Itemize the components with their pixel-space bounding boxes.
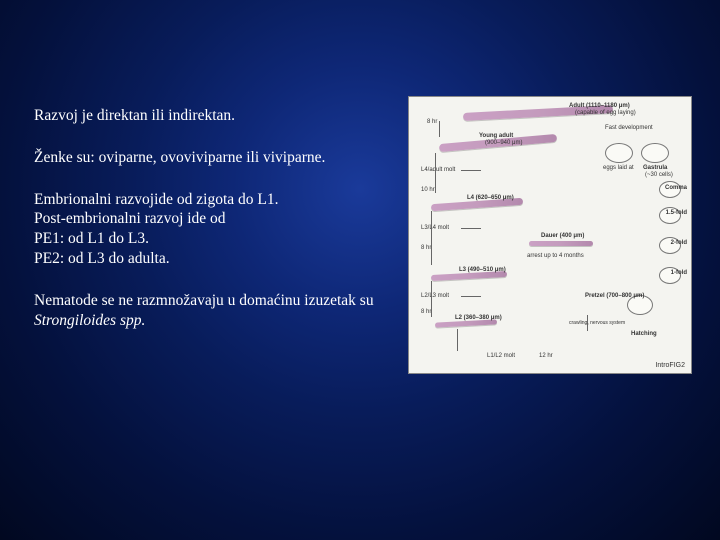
- label-12h: 12 hr: [539, 353, 553, 359]
- arrow-v5: [457, 329, 458, 351]
- label-adult-sub: (capable of egg laying): [575, 110, 636, 116]
- para1-text: Razvoj je direktan ili indirektan.: [34, 107, 235, 124]
- label-l4molt: L4/adult molt: [421, 167, 455, 173]
- label-sub-crawl: crawling, nervous system: [569, 321, 625, 326]
- para3-line1: Embrionalni razvojide od zigota do L1.: [34, 191, 279, 208]
- label-comma: Comma: [665, 185, 687, 191]
- para3-line3: PE1: od L1 do L3.: [34, 230, 149, 247]
- label-l1l2molt: L1/L2 molt: [487, 353, 515, 359]
- label-1fold: 1-fold: [671, 270, 687, 276]
- label-2fold: 2-fold: [671, 240, 687, 246]
- label-l4: L4 (620–650 μm): [467, 195, 514, 201]
- circle-embryo-1: [605, 143, 633, 163]
- label-8h: 8 hr: [427, 119, 437, 125]
- arrow-l4molt: [461, 170, 481, 171]
- label-8hc: 8 hr: [421, 309, 431, 315]
- slide: Razvoj je direktan ili indirektan. Ženke…: [0, 0, 720, 540]
- para3-line4: PE2: od L3 do adulta.: [34, 250, 170, 267]
- paragraph-1: Razvoj je direktan ili indirektan.: [34, 106, 414, 126]
- label-gastrula: Gastrula: [643, 165, 667, 171]
- label-l2l3molt: L2/L3 molt: [421, 293, 449, 299]
- label-10h: 10 hr: [421, 187, 435, 193]
- para2-text: Ženke su: oviparne, ovoviviparne ili viv…: [34, 149, 325, 166]
- lifecycle-diagram: Adult (1110–1180 μm) (capable of egg lay…: [408, 96, 692, 374]
- label-l2: L2 (360–380 μm): [455, 315, 502, 321]
- label-young-adult: Young adult: [479, 133, 513, 139]
- arrow-v1: [439, 121, 440, 137]
- para4-italic: Strongiloides spp.: [34, 312, 145, 329]
- label-15fold: 1.5-fold: [666, 210, 687, 216]
- label-8hb: 8 hr: [421, 245, 431, 251]
- para3-line2: Post-embrionalni razvoj ide od: [34, 210, 226, 227]
- label-young-adult-sub: (900–940 μm): [485, 140, 522, 146]
- label-l3l4molt: L3/L4 molt: [421, 225, 449, 231]
- text-content: Razvoj je direktan ili indirektan. Ženke…: [34, 106, 414, 353]
- para4-text: Nematode se ne razmnožavaju u domaćinu i…: [34, 292, 374, 309]
- arrow-v2: [435, 153, 436, 193]
- label-fast-dev: Fast development: [605, 125, 653, 131]
- diagram-inner: Adult (1110–1180 μm) (capable of egg lay…: [409, 97, 691, 373]
- label-gastrula-sub: (~30 cells): [645, 172, 673, 178]
- arrow-l3l4: [461, 228, 481, 229]
- label-eggs: eggs laid at: [603, 165, 634, 171]
- label-l3: L3 (490–510 μm): [459, 267, 506, 273]
- arrow-l2l3: [461, 296, 481, 297]
- circle-embryo-2: [641, 143, 669, 163]
- arrow-v4: [431, 281, 432, 317]
- worm-dauer: [529, 241, 593, 246]
- paragraph-2: Ženke su: oviparne, ovoviviparne ili viv…: [34, 148, 414, 168]
- label-hatching: Hatching: [631, 331, 657, 337]
- label-arrest: arrest up to 4 months: [527, 253, 584, 259]
- label-dauer: Dauer (400 μm): [541, 233, 584, 239]
- arrow-v3: [431, 211, 432, 265]
- label-introfig: IntroFIG2: [655, 362, 685, 369]
- label-pretzel: Pretzel (700–800 μm): [585, 293, 644, 299]
- paragraph-4: Nematode se ne razmnožavaju u domaćinu i…: [34, 291, 414, 331]
- paragraph-3: Embrionalni razvojide od zigota do L1. P…: [34, 190, 414, 269]
- label-adult: Adult (1110–1180 μm): [569, 103, 630, 109]
